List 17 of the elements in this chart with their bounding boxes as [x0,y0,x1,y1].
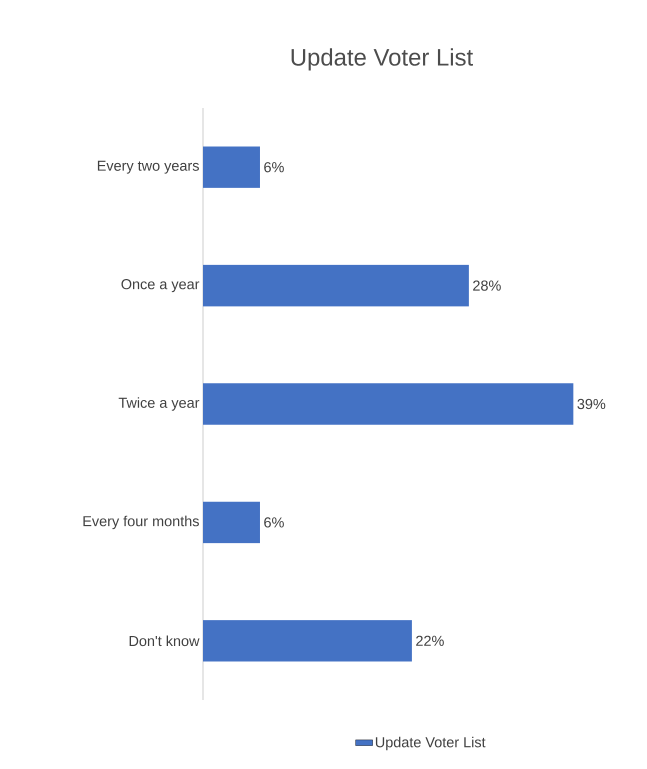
bar [203,620,412,662]
legend-label: Update Voter List [376,736,486,750]
data-label: 22% [416,636,444,646]
data-label: 6% [264,517,284,528]
bar [203,146,260,188]
data-label: 28% [473,280,501,291]
bar [203,383,574,425]
data-label: 6% [264,162,284,172]
data-label: 39% [577,398,606,410]
y-tick-label: Don't know [130,636,200,646]
chart-title: Update Voter List [292,48,473,71]
y-tick-label: Every two years [98,160,199,174]
y-tick-label: Once a year [121,279,200,292]
y-tick-label: Twice a year [118,397,200,411]
y-tick-label: Every four months [83,516,199,530]
bar [203,264,469,306]
bar [203,502,260,544]
